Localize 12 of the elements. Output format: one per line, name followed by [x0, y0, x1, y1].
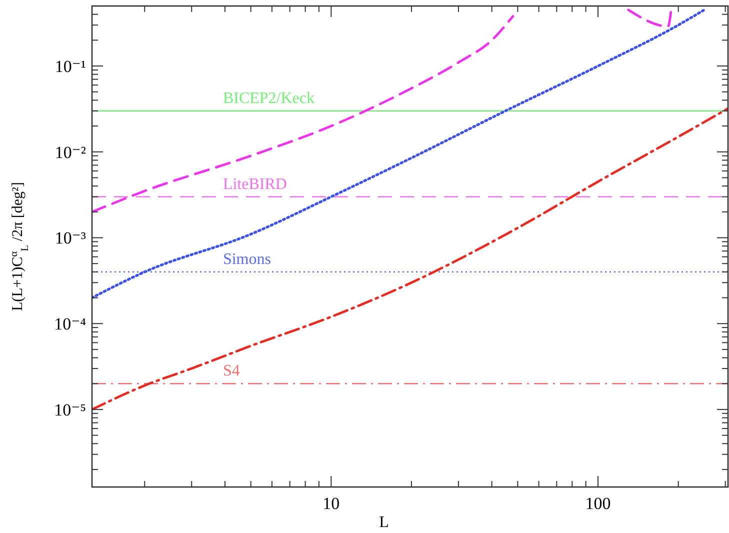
x-tick-label: 10 [322, 494, 340, 513]
y-tick-label: 10⁻² [54, 142, 86, 162]
y-tick-label: 10⁻⁵ [54, 400, 86, 420]
y-tick-label: 10⁻¹ [54, 57, 86, 76]
y-tick-label: 10⁻⁴ [54, 314, 86, 334]
x-axis-title: L [379, 514, 389, 531]
ref-line-label: BICEP2/Keck [222, 90, 315, 107]
ref-line-label: S4 [222, 362, 240, 380]
x-tick-label: 100 [585, 494, 611, 513]
ref-line-label: LiteBIRD [222, 176, 287, 193]
y-tick-label: 10⁻³ [54, 228, 86, 248]
ref-line-label: Simons [222, 250, 271, 268]
